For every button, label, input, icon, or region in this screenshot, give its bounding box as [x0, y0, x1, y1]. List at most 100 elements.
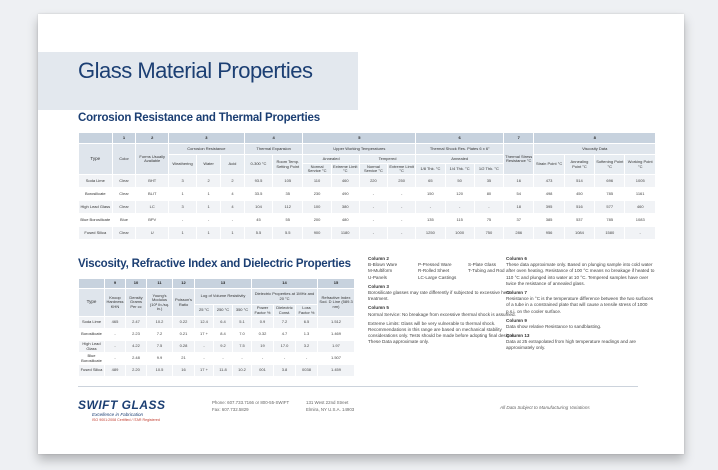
- table-cell: -: [624, 226, 656, 240]
- fax: Fax: 607.732.5829: [212, 406, 249, 412]
- table-cell: 460: [330, 174, 360, 188]
- colnum: 11: [146, 278, 173, 289]
- properties-table-2: 9 10 11 12 13 14 15 Type Knoop Hardness …: [78, 278, 355, 377]
- table-row: Fused Silica Clear U 1 1 1 5.5 5.5 900 1180- -1250…: [78, 226, 656, 240]
- table-cell: 3: [167, 200, 198, 214]
- table-cell: -: [104, 352, 126, 365]
- colnum: 15: [317, 278, 355, 289]
- table1-body: Soda Lime Clear BHT 3 2 2 93.5 105 110 460 220 250 6…: [78, 174, 656, 240]
- table-cell: 516: [563, 200, 596, 214]
- table-cell: 0.32: [251, 328, 274, 341]
- table-cell: -: [473, 200, 505, 214]
- header-density: Density Grams Per cc: [125, 288, 147, 317]
- table-cell: 33.5: [243, 187, 274, 201]
- table-cell: 286: [503, 226, 535, 240]
- table-cell: 10.2: [232, 364, 252, 377]
- colnum: 6: [415, 132, 505, 144]
- table-cell: 1161: [624, 187, 656, 201]
- table-cell: 750: [473, 226, 505, 240]
- table-cell: 1.469: [317, 328, 355, 341]
- disclaimer: All Data Subject to Manufacturing Variat…: [500, 405, 590, 410]
- table-row: Soda Lime Clear BHT 3 2 2 93.5 105 110 460 220 250 6…: [78, 174, 656, 188]
- table-cell: 16: [172, 364, 195, 377]
- table-row: Soda Lime 465 2.47 10.2 0.22 12.4 6.4 5.1 0.9 7.2…: [78, 316, 355, 329]
- colnum: 13: [194, 278, 252, 289]
- table-cell: 490: [330, 187, 360, 201]
- type-header: Type: [78, 143, 113, 175]
- legend-item: S-Plate Glass: [468, 262, 497, 268]
- table-cell: 150: [415, 187, 446, 201]
- properties-table-1: 1 2 3 4 5 6 7 8 Type Color Forms Usually…: [78, 132, 656, 240]
- table-cell: -: [295, 352, 318, 365]
- table-cell: 1.97: [317, 340, 355, 353]
- header-dielectric: Dielectric Properties at 1MHz and 20 °C: [251, 288, 318, 305]
- table-cell: 1.459: [317, 364, 355, 377]
- table-cell: 21: [172, 352, 195, 365]
- subheader: Dielectric Const.: [273, 304, 296, 317]
- header-knoop: Knoop Hardness KHN: [104, 288, 126, 317]
- table-row: Borosilicate Clear BLIT 1 1 4 33.5 35 230 490- -15…: [78, 187, 656, 201]
- table-cell: 55: [272, 213, 304, 227]
- subheader: Strain Point °C: [533, 154, 565, 175]
- table-cell: 0.28: [172, 340, 195, 353]
- colnum: 1: [111, 132, 137, 144]
- table-cell: 10.2: [146, 316, 173, 329]
- table-cell: 489: [104, 364, 126, 377]
- table-cell: 8.4: [213, 328, 233, 341]
- table-row: Fused Silica 489 2.20 10.5 16 17 +11.8 10.2 001…: [78, 364, 355, 377]
- table-cell: 696: [594, 174, 626, 188]
- logo-tagline: Excellence in Fabrication: [92, 412, 144, 417]
- header-log-resistivity: Log of Volume Resistivity: [194, 288, 252, 305]
- table-cell: 17 +: [194, 364, 214, 377]
- table-cell: 50: [444, 174, 475, 188]
- table-cell: 19: [251, 340, 274, 353]
- table-row: High Lead Glass Clear LC 3 1 4 104 112 100 380- - -…: [78, 200, 656, 214]
- contact-phone-fax: Phone: 607.733.7166 or 800-55-SWIFT Fax:…: [212, 400, 289, 413]
- table-cell: 35: [473, 174, 505, 188]
- table-row: High Lead Glass -4.22 7.5 0.28-9.2 7.5 19 17.0…: [78, 340, 355, 353]
- table-cell: 0038: [295, 364, 318, 377]
- row-type: Blue Borosilicate: [78, 213, 113, 227]
- row-type: Borosilicate: [78, 187, 113, 201]
- header-poisson: Poisson's Ratio: [172, 288, 195, 317]
- colnum: 12: [172, 278, 195, 289]
- table-cell: 120: [444, 187, 475, 201]
- notes-left: Column 2 B-Blown Ware P-Pressed Ware S-P…: [368, 256, 518, 345]
- table-cell: 112: [272, 200, 304, 214]
- table-cell: 785: [594, 187, 626, 201]
- table-cell: 7.5: [232, 340, 252, 353]
- table-cell: Clear: [111, 226, 137, 240]
- table-cell: -: [444, 200, 475, 214]
- certification-text: ISO 9001:2008 Certified / ITAR Registere…: [92, 418, 160, 422]
- table-cell: 12.4: [194, 316, 214, 329]
- contact-address: 131 West 22nd Street Elmira, NY U.S.A. 1…: [306, 400, 354, 413]
- table-cell: 1.507: [317, 352, 355, 365]
- subheader: Extreme Limit °C: [386, 163, 417, 175]
- footer-divider: [78, 386, 638, 387]
- swift-glass-logo: SWIFT GLASS: [78, 398, 166, 412]
- table-cell: 1000: [444, 226, 475, 240]
- table-cell: 17 +: [194, 328, 214, 341]
- table-cell: 1084: [563, 226, 596, 240]
- table-cell: 5.1: [232, 316, 252, 329]
- notes-right: Column 6 These data approximate only. Ba…: [506, 256, 656, 352]
- note-text: These data approximate only. Based on pl…: [506, 262, 655, 286]
- table-cell: 6.5: [295, 316, 318, 329]
- table-cell: 6.4: [213, 316, 233, 329]
- subheader: 1/2 Thk. °C: [473, 163, 505, 175]
- colnum: 7: [503, 132, 535, 144]
- row-type: Fused Silica: [78, 226, 113, 240]
- table-cell: 54: [503, 187, 535, 201]
- table-cell: U: [135, 226, 169, 240]
- table-cell: -: [358, 226, 389, 240]
- table-cell: 9.2: [213, 340, 233, 353]
- subheader: Room Temp. Setting Point: [272, 154, 304, 175]
- table-row: Blue Borosilicate -2.48 9.9 21- - - - - -1.507: [78, 352, 355, 365]
- table-cell: -: [415, 200, 446, 214]
- table-cell: 11.8: [213, 364, 233, 377]
- table-cell: 9.9: [146, 352, 173, 365]
- table-cell: 450: [563, 187, 596, 201]
- table-cell: 93.5: [243, 174, 274, 188]
- table-cell: -: [358, 187, 389, 201]
- table-cell: 1: [196, 200, 221, 214]
